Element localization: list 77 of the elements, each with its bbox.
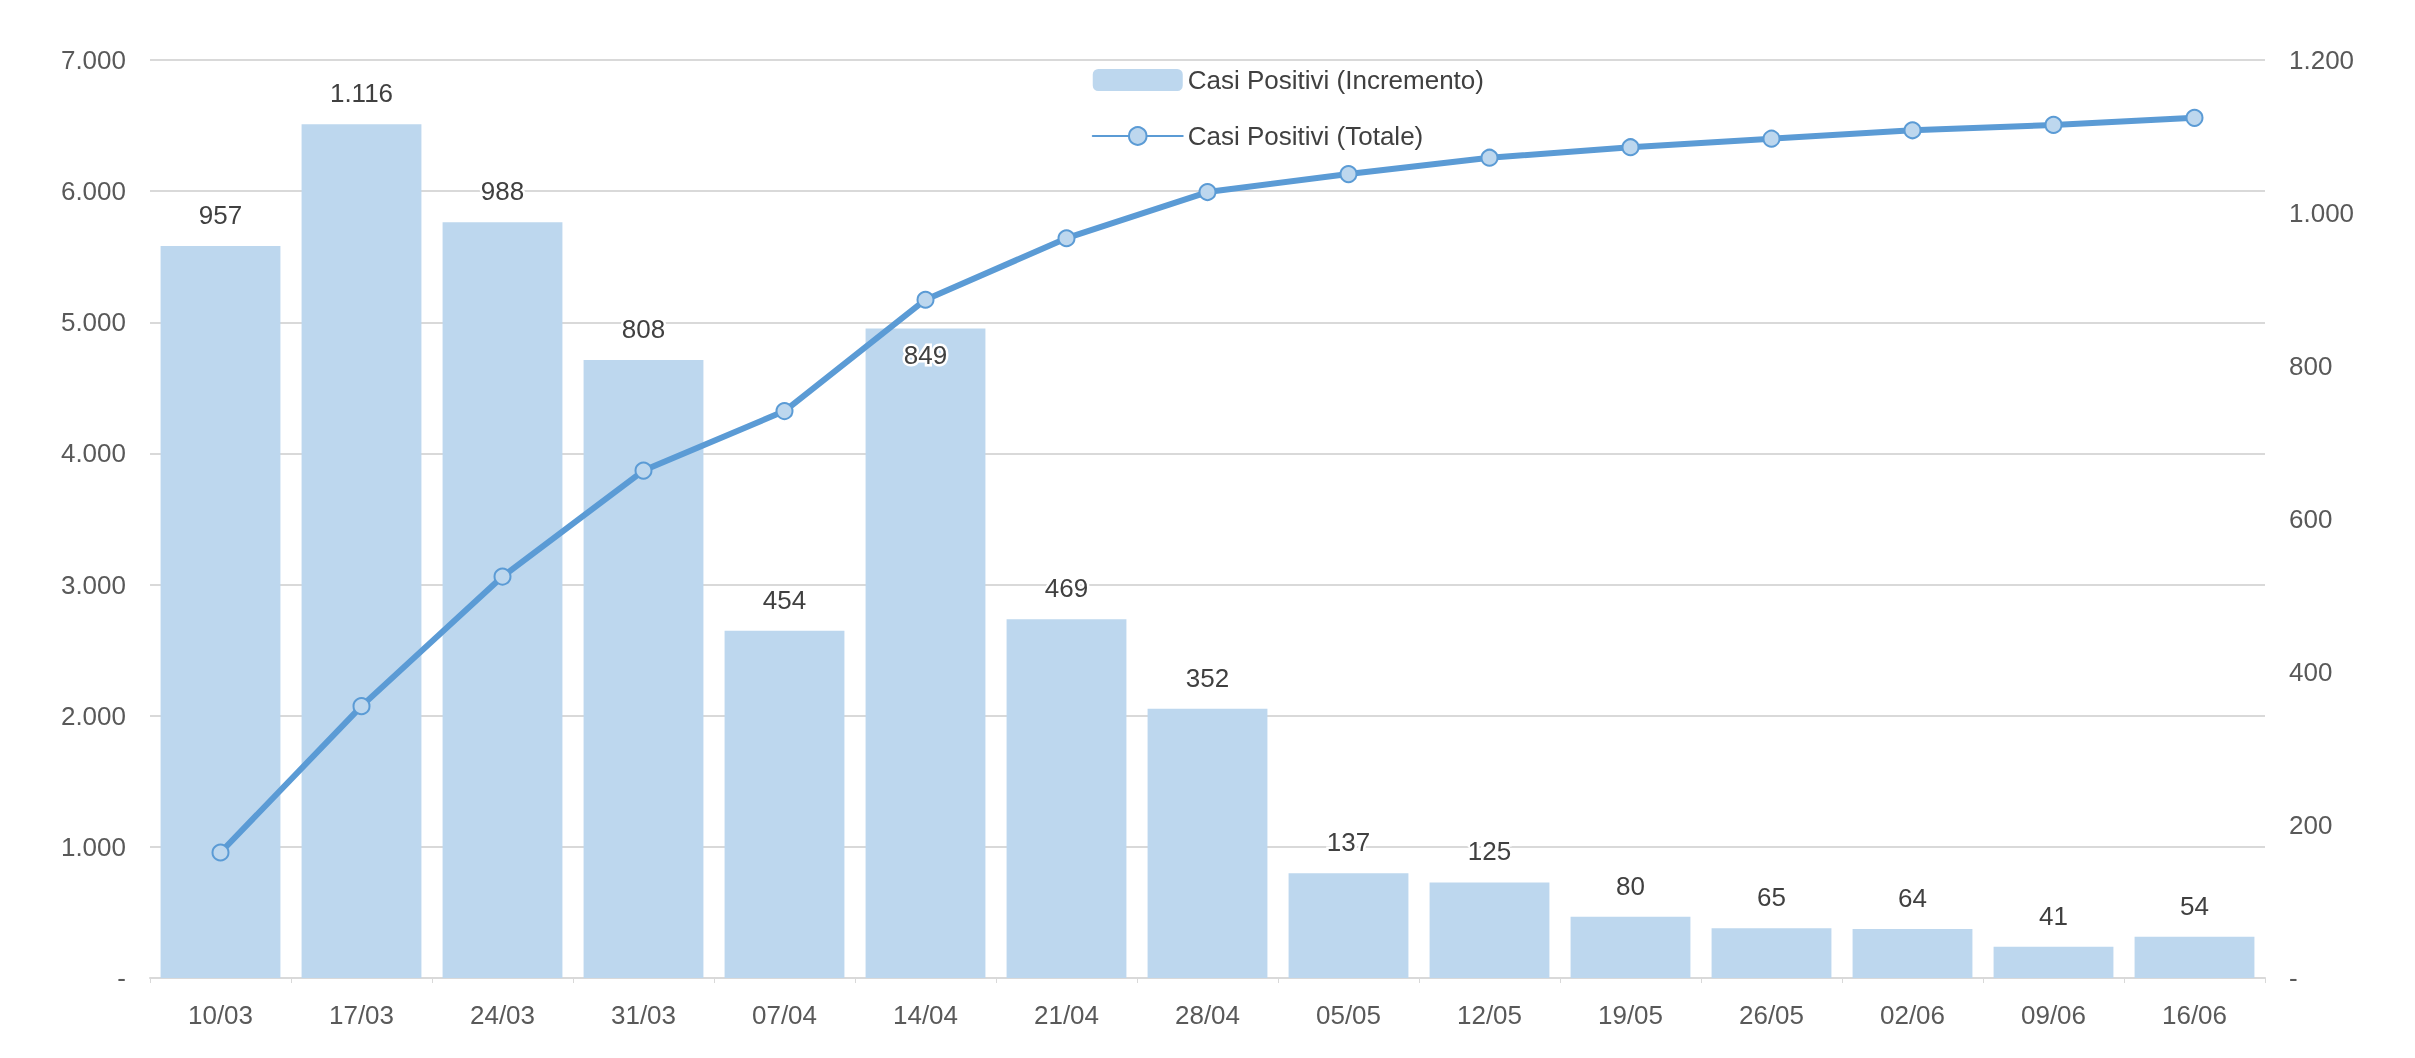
point	[1057, 229, 1076, 248]
legend-label: Casi Positivi (Incremento)	[1187, 65, 1484, 95]
bar	[865, 328, 986, 978]
data-label: 808	[621, 313, 666, 344]
x-tick-label: 07/04	[751, 1000, 818, 1030]
point	[1762, 129, 1781, 148]
bar	[1711, 928, 1832, 978]
data-label: 469	[1044, 573, 1089, 604]
x-tick-label: 17/03	[328, 1000, 395, 1030]
y-tick-label: -	[117, 963, 126, 993]
y2-tick-label: 800	[2289, 351, 2333, 381]
y-tick-label: 3.000	[60, 569, 126, 600]
bar	[160, 245, 281, 978]
data-label: 65	[1757, 882, 1786, 913]
y2-tick-label: 1.200	[2289, 45, 2355, 75]
bar	[1006, 619, 1127, 978]
y-tick-label: 6.000	[60, 176, 126, 207]
point	[1198, 183, 1217, 202]
x-tick-label: 24/03	[469, 1000, 536, 1030]
data-label: 41	[2039, 900, 2068, 931]
bar	[583, 359, 704, 978]
x-tick-label: 28/04	[1174, 1000, 1241, 1030]
data-label: 137	[1326, 827, 1371, 858]
data-label: 849	[903, 339, 948, 370]
y-tick-label: 7.000	[60, 45, 126, 75]
y-tick-label: 4.000	[60, 438, 126, 469]
y-tick-label: 1.000	[60, 831, 126, 862]
bar	[1288, 873, 1409, 978]
point	[352, 697, 371, 716]
x-tick-label: 16/06	[2161, 1000, 2228, 1030]
data-label: 64	[1898, 883, 1927, 914]
x-tick-label: 12/05	[1456, 1000, 1523, 1030]
bar	[1993, 946, 2114, 978]
data-label: 988	[480, 176, 525, 207]
x-tick-label: 21/04	[1033, 1000, 1100, 1030]
x-tick-label: 02/06	[1879, 1000, 1946, 1030]
data-label: 352	[1185, 662, 1230, 693]
bar	[724, 630, 845, 978]
point	[1621, 138, 1640, 157]
point	[775, 402, 794, 421]
y2-tick-label: -	[2289, 963, 2298, 993]
point	[916, 290, 935, 309]
x-tick-label: 10/03	[187, 1000, 254, 1030]
point	[1480, 148, 1499, 167]
data-label: 125	[1467, 836, 1512, 867]
point	[1339, 165, 1358, 184]
y2-tick-label: 200	[2289, 810, 2333, 840]
bar	[1570, 916, 1691, 978]
x-tick-label: 19/05	[1597, 1000, 1664, 1030]
y2-tick-label: 600	[2289, 504, 2333, 534]
bar	[442, 222, 563, 978]
data-label: 54	[2180, 890, 2209, 921]
point	[211, 843, 230, 862]
point	[1903, 121, 1922, 140]
y-tick-label: 5.000	[60, 307, 126, 338]
bar	[2134, 936, 2255, 978]
y2-tick-label: 400	[2289, 657, 2333, 687]
point	[634, 461, 653, 480]
bar	[1147, 708, 1268, 978]
data-label: 80	[1616, 870, 1645, 901]
point	[2044, 115, 2063, 134]
x-tick-label: 31/03	[610, 1000, 677, 1030]
bar	[1429, 882, 1550, 978]
y-tick-label: 2.000	[60, 700, 126, 731]
data-label: 1.116	[329, 78, 394, 109]
bar	[301, 124, 422, 978]
data-label: 454	[762, 584, 807, 615]
x-tick-label: 05/05	[1315, 1000, 1382, 1030]
data-label: 957	[198, 199, 243, 230]
point	[2185, 108, 2204, 127]
y2-tick-label: 1.000	[2289, 198, 2355, 228]
point	[493, 567, 512, 586]
x-tick-label: 26/05	[1738, 1000, 1805, 1030]
legend-label: Casi Positivi (Totale)	[1187, 121, 1424, 151]
x-tick-label: 14/04	[892, 1000, 959, 1030]
bar	[1852, 929, 1973, 978]
x-tick-label: 09/06	[2020, 1000, 2087, 1030]
